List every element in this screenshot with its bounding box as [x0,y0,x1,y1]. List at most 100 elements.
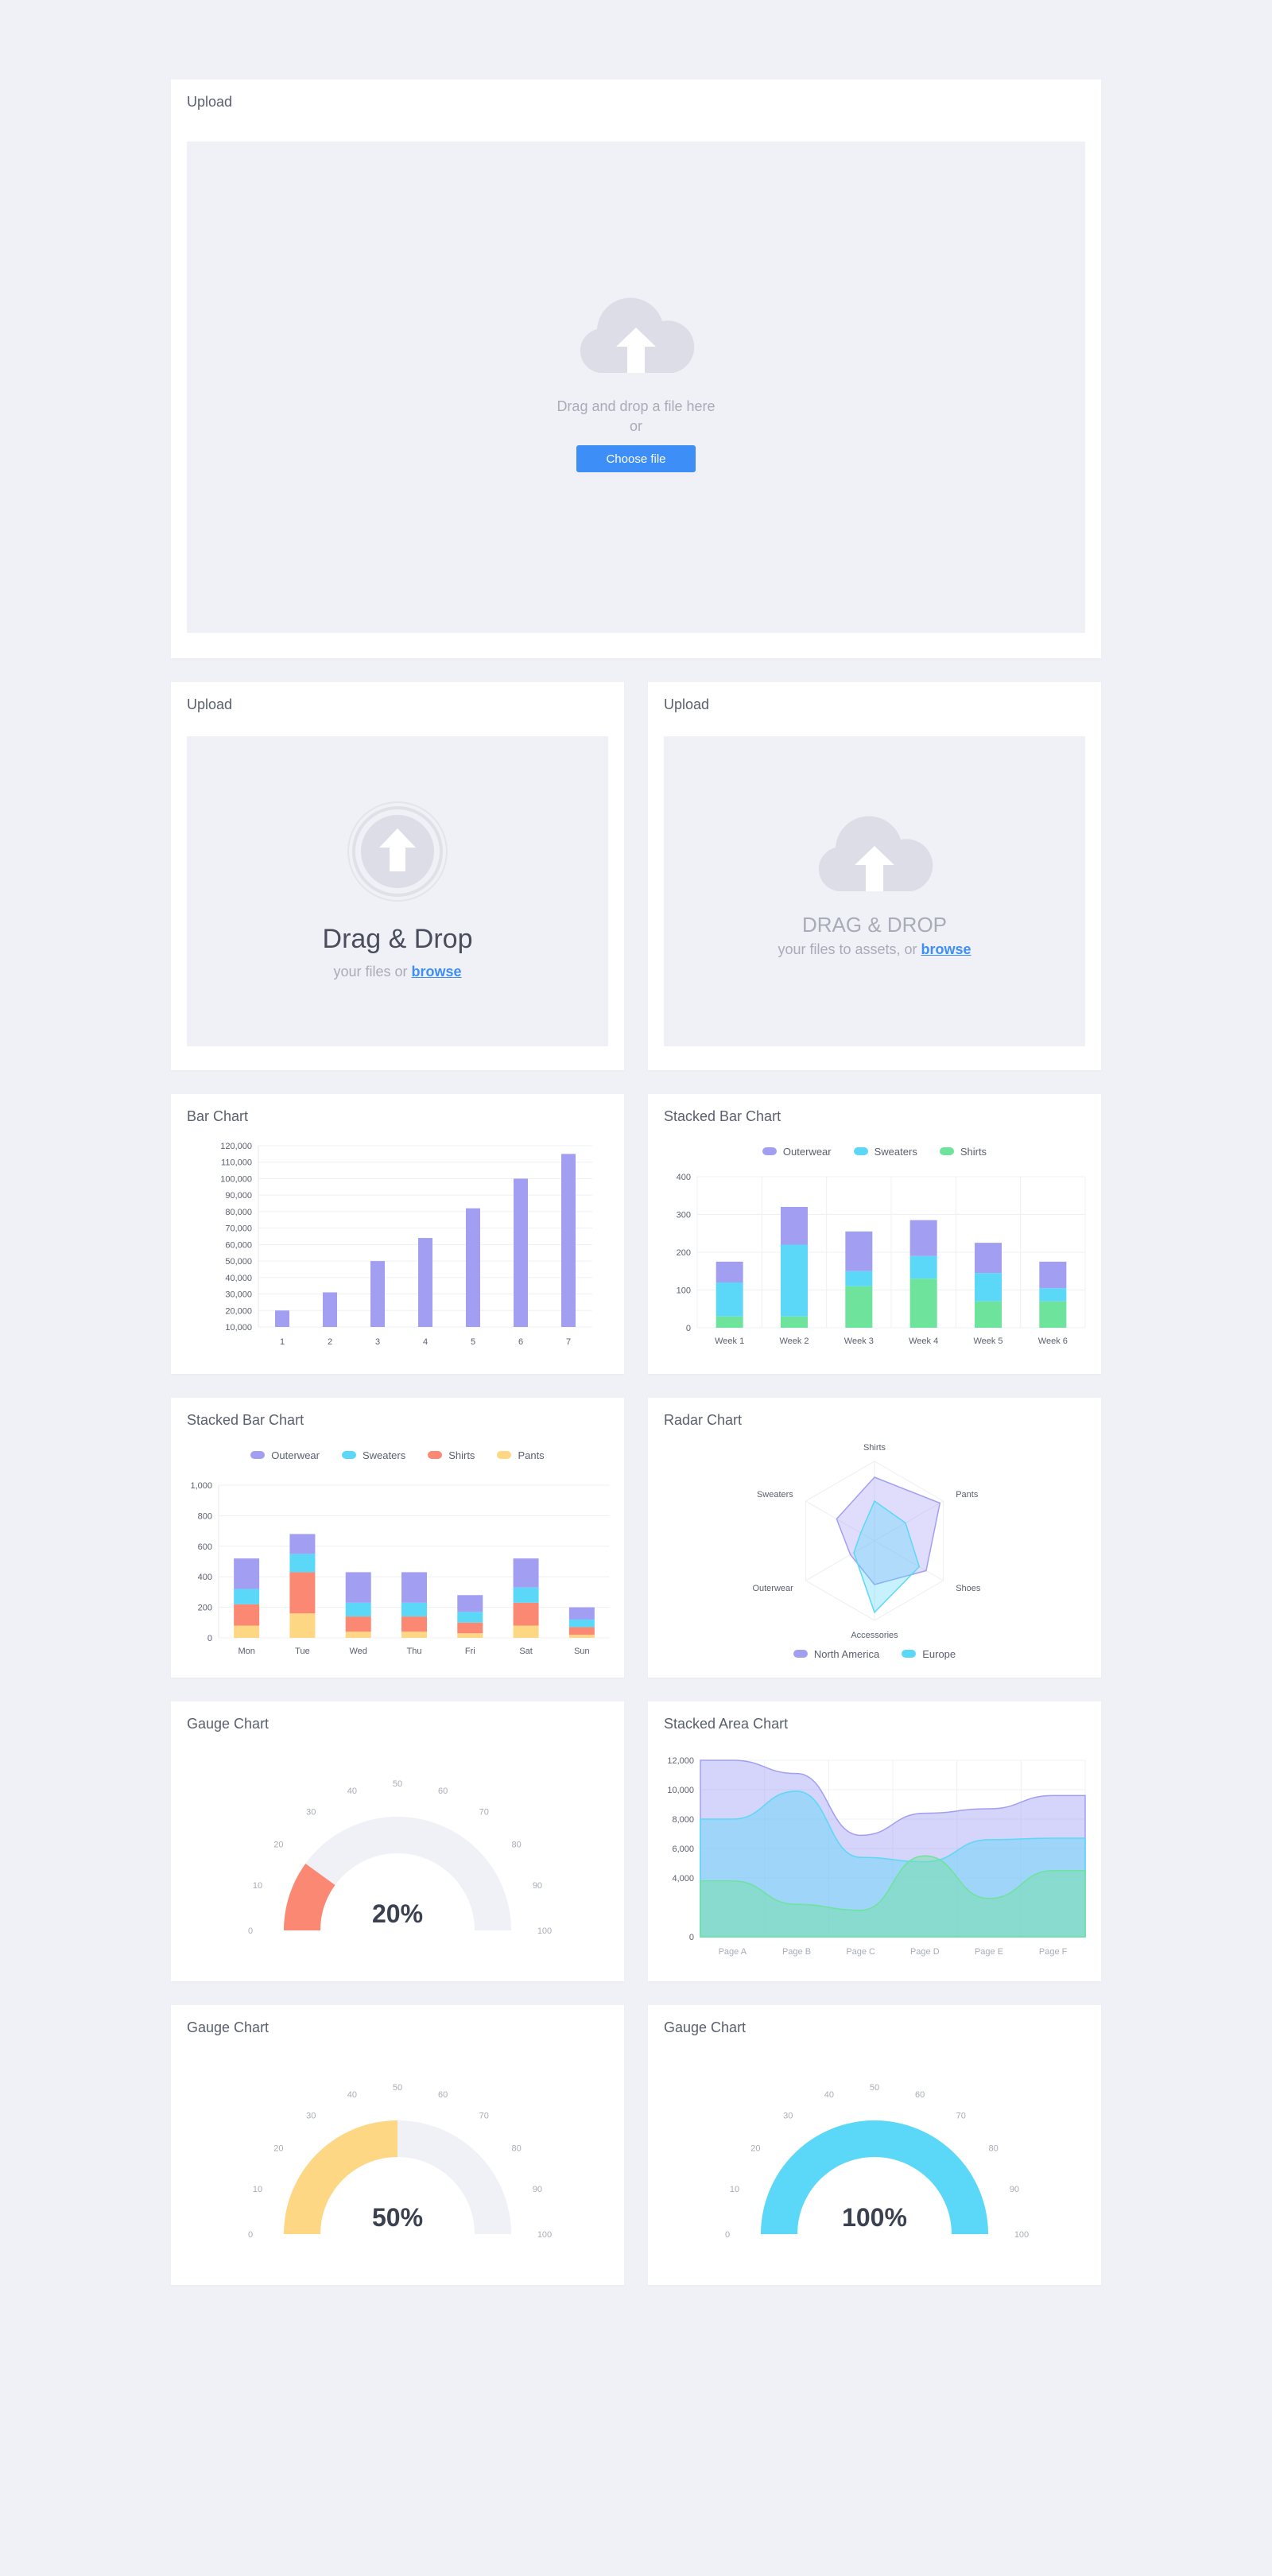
bar-segment [289,1534,316,1554]
bar-segment [457,1633,483,1638]
y-tick-label: 4,000 [672,1874,694,1884]
area-series [700,1790,1086,1938]
x-tick-label: Week 1 [715,1336,744,1346]
y-tick-label: 400 [198,1573,212,1582]
y-tick-label: 12,000 [667,1756,694,1766]
gauge-tick-label: 90 [1010,2185,1019,2194]
bar-segment [845,1271,873,1286]
card-title: Gauge Chart [664,2019,747,2035]
x-tick-label: Fri [465,1647,475,1656]
gauge-tick-label: 10 [253,1881,262,1891]
x-tick-label: Week 2 [779,1336,809,1346]
radar-series [853,1499,921,1614]
gauge-fill [284,1863,335,1930]
bar-segment [401,1616,427,1632]
legend-item[interactable]: Shirts [428,1449,475,1461]
drop-subtext-prefix: your files or [333,964,408,980]
chart-legend: Outerwear Sweaters Shirts [648,1145,1101,1159]
legend-label: Europe [922,1647,956,1660]
gauge-tick-label: 50 [393,2083,402,2093]
bar-segment [234,1558,260,1589]
card-title: Stacked Area Chart [664,1716,789,1732]
bar-chart: 120,000110,000100,00090,00080,00070,0006… [220,1142,592,1347]
y-tick-label: 80,000 [225,1208,252,1217]
bar-segment [513,1602,539,1626]
bar-segment [568,1635,595,1638]
gauge-tick-label: 70 [479,1807,489,1817]
bar [275,1310,289,1327]
y-tick-label: 100 [677,1286,691,1296]
y-tick-label: 120,000 [220,1142,252,1151]
y-tick-label: 1,000 [190,1481,212,1491]
legend-swatch [853,1147,868,1155]
drop-subtext: your files to assets, or browse [664,941,1085,958]
legend-label: Shirts [448,1449,475,1461]
dropzone-left[interactable]: Drag & Drop your files or browse [187,736,608,1046]
dropzone-main[interactable]: Drag and drop a file here or Choose file [187,142,1085,633]
gauge-tick-label: 100 [1014,2230,1029,2240]
stacked-area-chart-card: Stacked Area Chart 12,000 10,000 8,000 6,00… [648,1701,1101,1981]
y-tick-label: 8,000 [672,1815,694,1825]
legend-swatch [250,1451,266,1459]
legend-item[interactable]: Outerwear [762,1146,832,1158]
card-title: Stacked Bar Chart [187,1412,304,1428]
legend-item[interactable]: Shirts [939,1146,987,1158]
bar-segment [289,1572,316,1614]
x-tick-label: Sun [574,1647,590,1656]
gauge-tick-label: 50 [870,2083,879,2093]
bar-segment [457,1595,483,1612]
legend-label: Pants [518,1449,545,1461]
bar-segment [568,1627,595,1635]
x-tick-label: Week 4 [909,1336,938,1346]
gauge-chart: 0 10 20 30 40 50 60 70 80 90 100 100% [725,2083,1029,2240]
x-tick-label: Thu [407,1647,422,1656]
radar-axis-label: Sweaters [757,1490,793,1499]
choose-file-button[interactable]: Choose file [576,445,696,472]
legend-item[interactable]: Outerwear [250,1449,320,1461]
legend-label: Outerwear [782,1145,832,1158]
stacked-bar-chart-card-2: Stacked Bar Chart Outerwear Sweaters Shirt… [171,1398,624,1678]
y-tick-label: 0 [207,1634,212,1643]
y-tick-label: 200 [198,1604,212,1613]
bar-segment [289,1554,316,1573]
radar-spoke [874,1540,944,1581]
bar-segment [716,1261,743,1282]
radar-series [836,1476,941,1585]
drop-subtext-prefix: your files to assets, or [778,941,917,957]
x-tick-label: Wed [350,1647,367,1656]
bar-segment [975,1243,1002,1274]
y-tick-label: 100,000 [220,1174,252,1184]
dropzone-right[interactable]: DRAG & DROP your files to assets, or bro… [664,736,1085,1046]
bar-segment [1039,1301,1067,1328]
legend-item[interactable]: North America [793,1648,879,1660]
gauge-tick-label: 80 [989,2143,999,2153]
legend-item[interactable]: Europe [902,1648,956,1660]
card-title: Upload [664,696,710,712]
y-tick-label: 6,000 [672,1845,694,1854]
x-tick-label: 4 [423,1337,428,1347]
radar-axis-label: Outerwear [752,1584,793,1593]
bar [466,1208,480,1327]
legend-item[interactable]: Sweaters [342,1449,405,1461]
bar-segment [234,1625,260,1638]
legend-label: Outerwear [271,1449,320,1461]
gauge-tick-label: 80 [512,1840,522,1849]
legend-item[interactable]: Sweaters [853,1145,917,1158]
x-tick-label: Page F [1039,1947,1068,1957]
browse-link[interactable]: browse [921,941,971,957]
drag-drop-text: Drag and drop a file here [556,398,716,414]
gauge-tick-label: 40 [824,2090,834,2100]
bar-segment [716,1316,743,1328]
browse-link[interactable]: browse [411,964,462,980]
gauge-chart-card-2: Gauge Chart 0 10 20 30 40 50 60 70 80 90 100 50% [171,2005,624,2285]
y-tick-label: 110,000 [221,1158,252,1168]
legend-item[interactable]: Pants [497,1449,545,1461]
gauge-tick-label: 60 [438,1787,448,1796]
gauge-tick-label: 0 [248,2230,253,2240]
y-tick-label: 0 [686,1324,691,1333]
y-tick-label: 90,000 [225,1191,252,1201]
stacked-area-chart: 12,000 10,000 8,000 6,000 4,000 0 Page A Page B… [667,1756,1086,1957]
legend-label: Sweaters [874,1145,917,1158]
bar-segment [513,1625,539,1638]
radar-axis-label: Pants [956,1490,979,1499]
